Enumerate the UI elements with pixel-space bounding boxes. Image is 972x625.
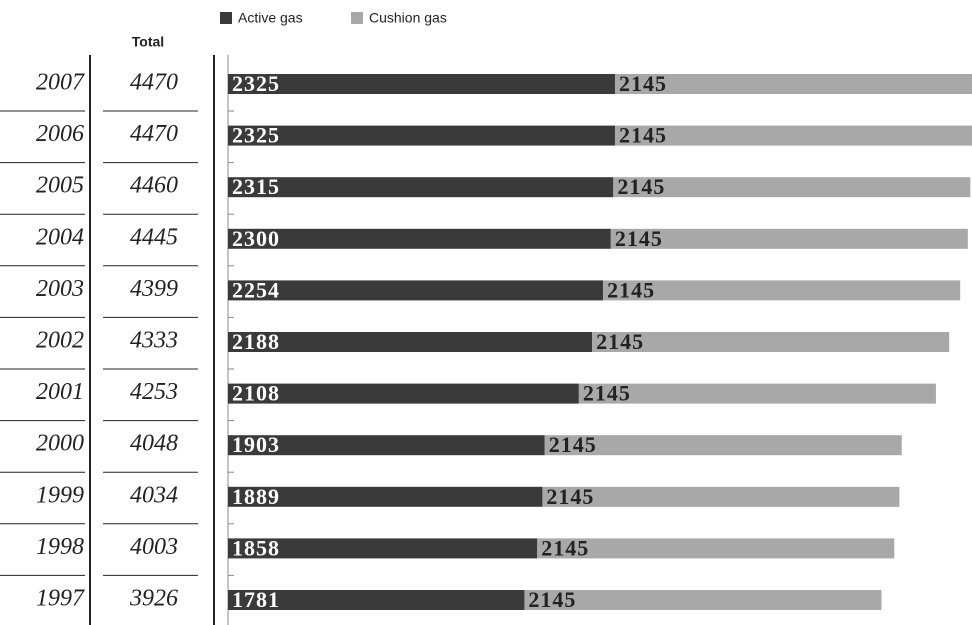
- total-label: 4470: [130, 121, 178, 147]
- value-label: 2145: [596, 329, 644, 354]
- value-label: 2145: [549, 432, 597, 457]
- value-label: 2145: [619, 71, 667, 96]
- bar-segment: [228, 125, 615, 146]
- year-label: 2006: [36, 121, 84, 147]
- bar-segment: [603, 280, 961, 301]
- bar-segment: [578, 383, 936, 404]
- bar-segment: [228, 538, 538, 559]
- value-label: 2145: [615, 226, 663, 251]
- bar-segment: [228, 590, 525, 610]
- value-label: 2300: [232, 226, 280, 251]
- year-label: 1999: [36, 482, 84, 508]
- total-label: 4460: [130, 173, 178, 199]
- value-label: 2325: [232, 123, 280, 148]
- legend-swatch: [351, 12, 363, 24]
- bar-segment: [613, 177, 971, 198]
- total-label: 4034: [130, 482, 178, 508]
- legend-label: Cushion gas: [369, 10, 447, 26]
- value-label: 2145: [607, 277, 655, 302]
- year-label: 2007: [36, 70, 85, 96]
- value-label: 2145: [528, 587, 576, 612]
- year-label: 2003: [36, 276, 84, 302]
- bar-segment: [537, 538, 895, 559]
- bar-segment: [228, 280, 604, 301]
- value-label: 2315: [232, 174, 280, 199]
- legend-label: Active gas: [238, 10, 303, 26]
- value-label: 2325: [232, 71, 280, 96]
- bar-segment: [614, 74, 972, 94]
- bar-segment: [542, 486, 900, 507]
- value-label: 2108: [232, 381, 280, 406]
- year-label: 1997: [36, 586, 85, 612]
- bar-segment: [610, 228, 968, 249]
- total-label: 4048: [130, 431, 178, 457]
- year-label: 2000: [36, 431, 84, 457]
- year-label: 2001: [36, 379, 84, 405]
- value-label: 2145: [583, 381, 631, 406]
- bar-segment: [228, 228, 611, 249]
- value-label: 2188: [232, 329, 280, 354]
- bar-segment: [228, 435, 545, 456]
- total-label: 4253: [130, 379, 178, 405]
- bar-segment: [544, 435, 902, 456]
- bar-segment: [592, 332, 950, 352]
- value-label: 1903: [232, 432, 280, 457]
- value-label: 1781: [232, 587, 280, 612]
- legend-swatch: [220, 12, 232, 24]
- total-label: 4333: [130, 328, 178, 354]
- total-label: 4003: [130, 534, 178, 560]
- total-label: 4445: [130, 224, 178, 250]
- bar-segment: [228, 177, 614, 198]
- bar-segment: [228, 486, 543, 507]
- value-label: 2145: [546, 484, 594, 509]
- bar-segment: [228, 383, 579, 404]
- bar-segment: [228, 332, 593, 352]
- bar-segment: [228, 74, 615, 94]
- year-label: 2004: [36, 224, 84, 250]
- total-label: 4470: [130, 70, 178, 96]
- value-label: 2254: [232, 277, 280, 302]
- bar-segment: [524, 590, 882, 610]
- bar-segment: [614, 125, 972, 146]
- value-label: 2145: [541, 535, 589, 560]
- year-label: 2002: [36, 328, 84, 354]
- total-label: 4399: [130, 276, 178, 302]
- year-label: 1998: [36, 534, 84, 560]
- total-header: Total: [132, 34, 164, 50]
- value-label: 1858: [232, 535, 280, 560]
- value-label: 2145: [619, 123, 667, 148]
- total-label: 3926: [129, 586, 178, 612]
- value-label: 1889: [232, 484, 280, 509]
- value-label: 2145: [617, 174, 665, 199]
- year-label: 2005: [36, 173, 84, 199]
